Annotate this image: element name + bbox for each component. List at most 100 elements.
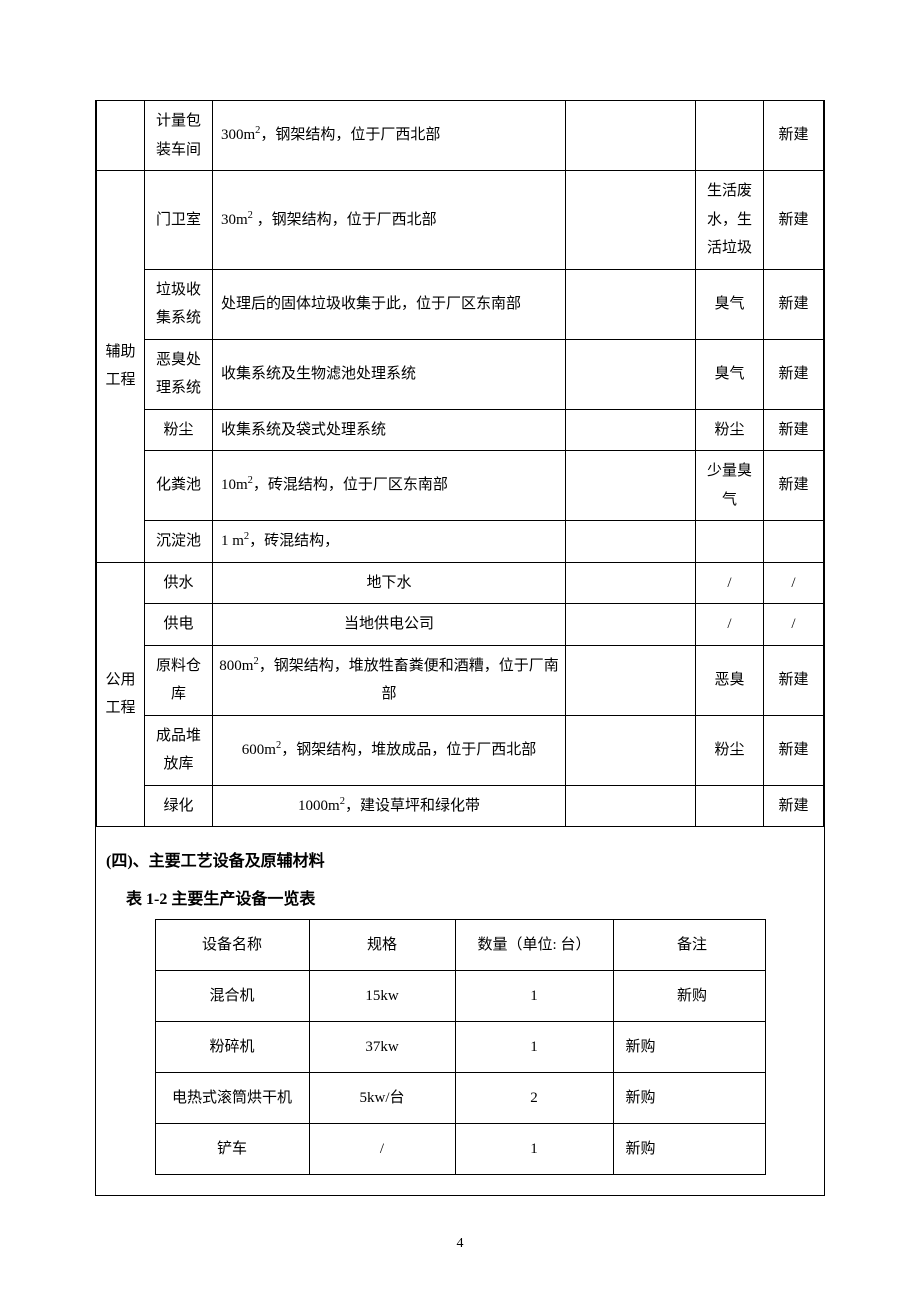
item-name-cell: 成品堆放库 [145,715,213,785]
page-number: 4 [95,1236,825,1252]
empty-cell [566,101,696,171]
table-row: 原料仓库800m2，钢架结构，堆放牲畜粪便和酒糟，位于厂南部恶臭新建 [97,645,824,715]
item-desc-cell: 30m2 ，钢架结构，位于厂西北部 [213,171,566,270]
empty-cell [566,785,696,827]
empty-cell [566,171,696,270]
table-row: 粉尘收集系统及袋式处理系统粉尘新建 [97,409,824,451]
empty-cell [566,521,696,563]
item-desc-cell: 当地供电公司 [213,604,566,646]
equip-note-cell: 新购 [613,1073,765,1124]
emission-cell: 粉尘 [696,409,764,451]
item-name-cell: 绿化 [145,785,213,827]
table-row: 沉淀池1 m2，砖混结构， [97,521,824,563]
equip-qty-cell: 1 [455,1022,613,1073]
equip-note-cell: 新购 [613,971,765,1022]
status-cell: 新建 [764,269,824,339]
status-cell [764,521,824,563]
item-name-cell: 供电 [145,604,213,646]
equip-note-cell: 新购 [613,1124,765,1175]
equip-header-note: 备注 [613,920,765,971]
item-name-cell: 门卫室 [145,171,213,270]
item-name-cell: 化粪池 [145,451,213,521]
emission-cell [696,101,764,171]
item-desc-cell: 300m2，钢架结构，位于厂西北部 [213,101,566,171]
project-type-cell: 辅助工程 [97,171,145,563]
table-row: 供电当地供电公司 // [97,604,824,646]
equip-qty-cell: 1 [455,1124,613,1175]
equip-row: 铲车/1新购 [155,1124,765,1175]
equip-spec-cell: / [309,1124,455,1175]
empty-cell [566,562,696,604]
status-cell: 新建 [764,785,824,827]
equip-spec-cell: 5kw/台 [309,1073,455,1124]
item-desc-cell: 处理后的固体垃圾收集于此，位于厂区东南部 [213,269,566,339]
item-desc-cell: 地下水 [213,562,566,604]
item-desc-cell: 1 m2，砖混结构， [213,521,566,563]
section-4-heading: (四)、主要工艺设备及原辅材料 [106,847,814,871]
table-row: 恶臭处理系统收集系统及生物滤池处理系统臭气新建 [97,339,824,409]
item-desc-cell: 600m2，钢架结构，堆放成品，位于厂西北部 [213,715,566,785]
equip-name-cell: 粉碎机 [155,1022,309,1073]
document-frame: 计量包装车间300m2，钢架结构，位于厂西北部新建辅助工程门卫室30m2 ，钢架… [95,100,825,1196]
emission-cell: 少量臭气 [696,451,764,521]
item-name-cell: 计量包装车间 [145,101,213,171]
emission-cell: 生活废水，生活垃圾 [696,171,764,270]
item-name-cell: 恶臭处理系统 [145,339,213,409]
table-row: 垃圾收集系统处理后的固体垃圾收集于此，位于厂区东南部 臭气新建 [97,269,824,339]
project-type-cell: 公用工程 [97,562,145,827]
equip-spec-cell: 15kw [309,971,455,1022]
table-row: 计量包装车间300m2，钢架结构，位于厂西北部新建 [97,101,824,171]
item-desc-cell: 800m2，钢架结构，堆放牲畜粪便和酒糟，位于厂南部 [213,645,566,715]
item-desc-cell: 收集系统及袋式处理系统 [213,409,566,451]
table-row: 辅助工程门卫室30m2 ，钢架结构，位于厂西北部生活废水，生活垃圾新建 [97,171,824,270]
status-cell: 新建 [764,451,824,521]
item-name-cell: 垃圾收集系统 [145,269,213,339]
equip-qty-cell: 2 [455,1073,613,1124]
item-name-cell: 原料仓库 [145,645,213,715]
emission-cell: 粉尘 [696,715,764,785]
equip-row: 粉碎机37kw1新购 [155,1022,765,1073]
status-cell: / [764,604,824,646]
equip-name-cell: 电热式滚筒烘干机 [155,1073,309,1124]
equip-header-name: 设备名称 [155,920,309,971]
equip-note-cell: 新购 [613,1022,765,1073]
table-1-2-caption: 表 1-2 主要生产设备一览表 [126,885,814,909]
equip-row: 混合机15kw1新购 [155,971,765,1022]
emission-cell: / [696,604,764,646]
empty-cell [566,339,696,409]
item-name-cell: 供水 [145,562,213,604]
table-row: 公用工程供水地下水// [97,562,824,604]
emission-cell: 臭气 [696,339,764,409]
status-cell: / [764,562,824,604]
item-name-cell: 粉尘 [145,409,213,451]
status-cell: 新建 [764,171,824,270]
equip-header-spec: 规格 [309,920,455,971]
equip-header-qty: 数量（单位: 台） [455,920,613,971]
emission-cell: 臭气 [696,269,764,339]
equip-spec-cell: 37kw [309,1022,455,1073]
item-desc-cell: 1000m2，建设草坪和绿化带 [213,785,566,827]
project-type-cell [97,101,145,171]
emission-cell: 恶臭 [696,645,764,715]
emission-cell [696,521,764,563]
item-desc-cell: 10m2，砖混结构，位于厂区东南部 [213,451,566,521]
equip-row: 电热式滚筒烘干机5kw/台2新购 [155,1073,765,1124]
equip-qty-cell: 1 [455,971,613,1022]
equip-name-cell: 混合机 [155,971,309,1022]
equip-name-cell: 铲车 [155,1124,309,1175]
emission-cell: / [696,562,764,604]
table-row: 成品堆放库600m2，钢架结构，堆放成品，位于厂西北部 粉尘新建 [97,715,824,785]
equip-header-row: 设备名称 规格 数量（单位: 台） 备注 [155,920,765,971]
table-row: 绿化1000m2，建设草坪和绿化带 新建 [97,785,824,827]
main-engineering-table: 计量包装车间300m2，钢架结构，位于厂西北部新建辅助工程门卫室30m2 ，钢架… [96,101,824,827]
status-cell: 新建 [764,409,824,451]
empty-cell [566,269,696,339]
empty-cell [566,604,696,646]
status-cell: 新建 [764,339,824,409]
empty-cell [566,409,696,451]
emission-cell [696,785,764,827]
empty-cell [566,715,696,785]
empty-cell [566,645,696,715]
status-cell: 新建 [764,715,824,785]
empty-cell [566,451,696,521]
